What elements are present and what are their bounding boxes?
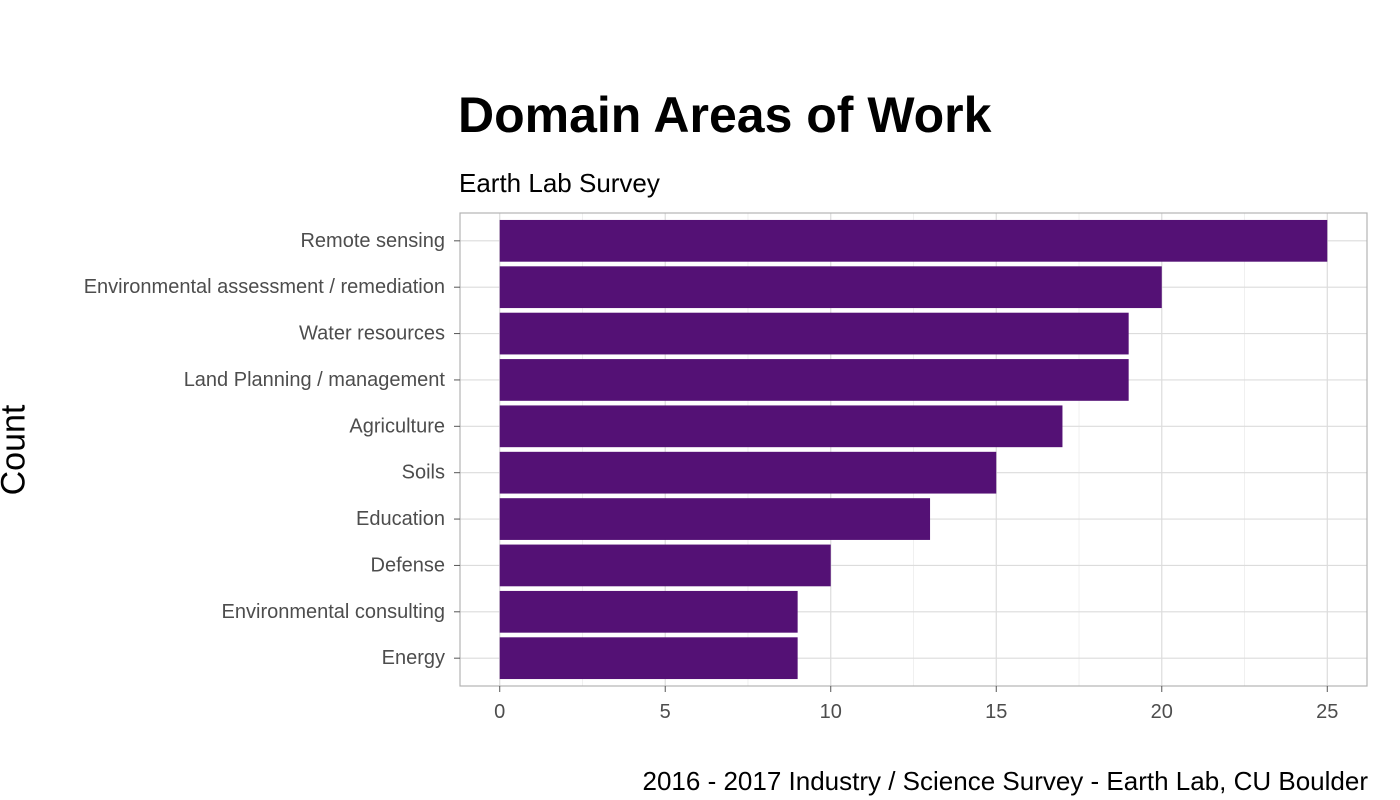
- bar: [499, 219, 1328, 262]
- bar: [499, 451, 997, 494]
- x-tick-label: 5: [660, 701, 671, 723]
- x-tick-label: 20: [1151, 701, 1173, 723]
- bar: [499, 544, 831, 587]
- y-tick-label: Education: [356, 508, 445, 530]
- y-tick-label: Land Planning / management: [184, 369, 446, 391]
- y-tick-label: Remote sensing: [300, 230, 445, 252]
- bar: [499, 266, 1162, 309]
- x-tick-label: 10: [820, 701, 842, 723]
- chart-caption: 2016 - 2017 Industry / Science Survey - …: [642, 766, 1369, 796]
- bar: [499, 405, 1063, 448]
- y-tick-label: Soils: [402, 462, 445, 484]
- bar: [499, 590, 798, 633]
- x-tick-label: 15: [985, 701, 1007, 723]
- y-tick-labels: Remote sensing Environmental assessment /…: [84, 230, 460, 669]
- bar: [499, 637, 798, 680]
- bar: [499, 359, 1129, 401]
- chart-subtitle: Earth Lab Survey: [459, 168, 660, 198]
- y-tick-label: Water resources: [299, 323, 445, 345]
- bar: [499, 312, 1129, 355]
- y-tick-label: Environmental consulting: [222, 601, 445, 623]
- y-tick-label: Agriculture: [349, 415, 445, 437]
- x-tick-label: 0: [494, 701, 505, 723]
- bar: [499, 498, 931, 540]
- y-tick-label: Environmental assessment / remediation: [84, 276, 445, 298]
- x-tick-label: 25: [1316, 701, 1338, 723]
- chart-title: Domain Areas of Work: [458, 87, 992, 143]
- y-tick-label: Energy: [382, 647, 445, 669]
- panel-border: [459, 212, 1368, 687]
- bars: [499, 219, 1328, 680]
- y-tick-label: Defense: [371, 554, 446, 576]
- x-tick-labels: 0 5 10 15 20 25: [494, 686, 1338, 723]
